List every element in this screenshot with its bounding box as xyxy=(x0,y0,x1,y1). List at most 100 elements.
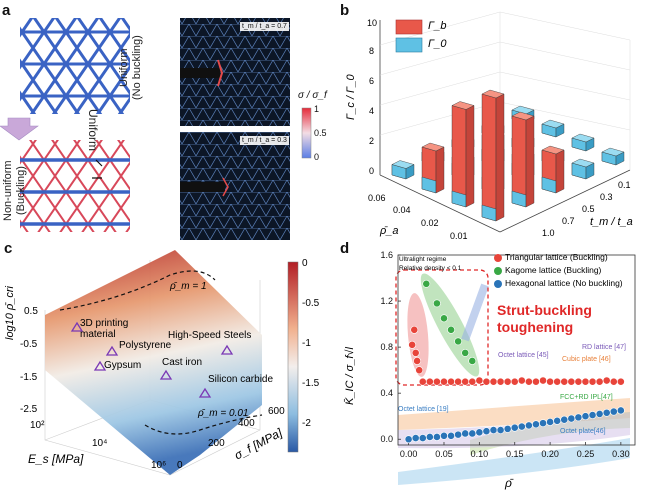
legend-d-kagome: Kagome lattice (Buckling) xyxy=(505,265,602,275)
d-point xyxy=(517,422,526,431)
c-cbar-tick-4: -1.5 xyxy=(302,378,320,389)
d-point xyxy=(581,412,590,421)
c-zlabel: log10 ρ̄_cri xyxy=(4,286,16,340)
d-point xyxy=(425,377,434,386)
d-point xyxy=(574,377,583,386)
b-ztick-5: 1.0 xyxy=(542,228,555,238)
d-ytick-label: 0.4 xyxy=(380,388,393,398)
panel-c-graphic xyxy=(44,250,299,476)
d-point xyxy=(489,377,498,386)
d-point xyxy=(408,340,417,349)
d-point xyxy=(546,418,555,426)
c-ztick-3: -1.5 xyxy=(20,372,38,383)
d-point xyxy=(553,377,562,386)
contour-bottom xyxy=(144,414,263,435)
d-ytick-label: 1.2 xyxy=(380,296,393,306)
c-ytick-0: 0 xyxy=(177,460,183,471)
legend-d-hexagonal-marker xyxy=(494,280,502,288)
d-point xyxy=(468,429,477,438)
d-point xyxy=(496,377,505,386)
d-point xyxy=(503,377,512,386)
c-ytick-400: 400 xyxy=(238,418,255,429)
b-xlabel: ρ̄_a xyxy=(380,225,399,237)
b-ztick-1: 0.1 xyxy=(618,180,631,190)
d-point xyxy=(454,430,463,439)
d-point xyxy=(489,426,498,434)
no-buckling-text: (No buckling) xyxy=(131,35,143,101)
d-point xyxy=(440,431,448,440)
surface-plot xyxy=(45,250,262,475)
d-point xyxy=(567,414,576,423)
d-point xyxy=(560,377,569,386)
panel-d-chart: 0.0 0.4 0.8 1.2 1.6 0.00 0.05 0.10 0.15 0.20 0.25 0… xyxy=(380,250,636,485)
d-ytick-label: 0.0 xyxy=(380,434,393,444)
colorbar-a-tick-2: 0.5 xyxy=(314,128,327,138)
d-point xyxy=(410,325,419,334)
d-point xyxy=(482,427,491,436)
legend-d-triangular: Triangular lattice (Buckling) xyxy=(505,252,608,262)
d-point xyxy=(532,420,540,429)
transition-arrow-icon xyxy=(0,117,39,141)
d-xtick-label: 0.05 xyxy=(435,449,453,459)
annot-octet-19: Octet lattice [19] xyxy=(398,406,449,413)
d-point xyxy=(595,410,604,418)
d-axes: 0.0 0.4 0.8 1.2 1.6 0.00 0.05 0.10 0.15 0.20 0.25 0… xyxy=(380,250,636,459)
bar-3d xyxy=(555,149,565,194)
triangle-polystyrene xyxy=(105,345,119,356)
panel-a-letter: a xyxy=(2,2,11,19)
d-point xyxy=(588,411,597,419)
b-xtick-2: 0.04 xyxy=(393,205,411,215)
bar-3d xyxy=(601,147,625,157)
label-high-speed-steels: High-Speed Steels xyxy=(168,330,252,341)
legend-b-buckling-swatch xyxy=(395,19,423,35)
legend-b-base: Γ_0 xyxy=(428,38,447,50)
d-xtick-label: 0.20 xyxy=(541,449,559,459)
annot-fcc-rd: FCC+RD IPL[47] xyxy=(560,394,613,401)
d-point xyxy=(524,377,533,386)
c-cbar-tick-5: -2 xyxy=(302,418,311,429)
annot-octet-45: Octet lattice [45] xyxy=(498,352,549,359)
d-point xyxy=(510,423,519,432)
d-points xyxy=(404,279,625,444)
d-point xyxy=(440,314,448,323)
d-point xyxy=(433,299,441,308)
b-ytick-6: 6 xyxy=(369,76,375,86)
b-ztick-4: 0.7 xyxy=(562,216,575,226)
d-xtick-label: 0.00 xyxy=(400,449,418,459)
label-cast-iron: Cast iron xyxy=(162,357,203,368)
bar-3d xyxy=(525,115,535,208)
d-point xyxy=(539,419,547,428)
bar-3d xyxy=(511,111,535,121)
bar-3d xyxy=(571,133,595,143)
buckling-text: (Buckling) xyxy=(15,166,27,216)
bar-3d xyxy=(391,160,415,169)
panel-b-graphic xyxy=(379,11,631,233)
sim-bottom-ratio: t_m / t_a = 0.3 xyxy=(240,136,289,145)
d-point xyxy=(517,376,526,385)
ultralight-box xyxy=(395,269,489,386)
legend-b-buckling: Γ_b xyxy=(428,20,447,32)
colorbar-a-title: σ / σ_f xyxy=(298,90,327,101)
b-ytick-0: 0 xyxy=(369,166,375,176)
highlight-text: Strut-buckling toughening xyxy=(497,302,592,335)
d-point xyxy=(440,377,448,386)
d-point xyxy=(524,421,533,430)
d-point xyxy=(602,376,611,385)
stress-colorbar xyxy=(301,107,312,159)
triangle-cast-iron xyxy=(159,369,173,380)
d-point xyxy=(411,434,420,442)
d-point xyxy=(496,426,505,434)
bar-3d xyxy=(435,146,445,194)
c-ytick-600: 600 xyxy=(268,406,285,417)
d-point xyxy=(411,348,420,357)
d-xtick-label: 0.30 xyxy=(612,449,630,459)
colorbar-a-tick-1: 1 xyxy=(314,104,320,114)
b-xtick-1: 0.06 xyxy=(368,193,386,203)
b-xtick-4: 0.01 xyxy=(450,231,468,241)
thickness-marker-icon xyxy=(92,159,103,179)
d-point xyxy=(404,435,413,444)
annot-octet-plate: Octet plate[46] xyxy=(560,428,606,435)
d-point xyxy=(609,407,618,416)
d-point xyxy=(418,377,427,386)
d-point xyxy=(553,416,562,425)
